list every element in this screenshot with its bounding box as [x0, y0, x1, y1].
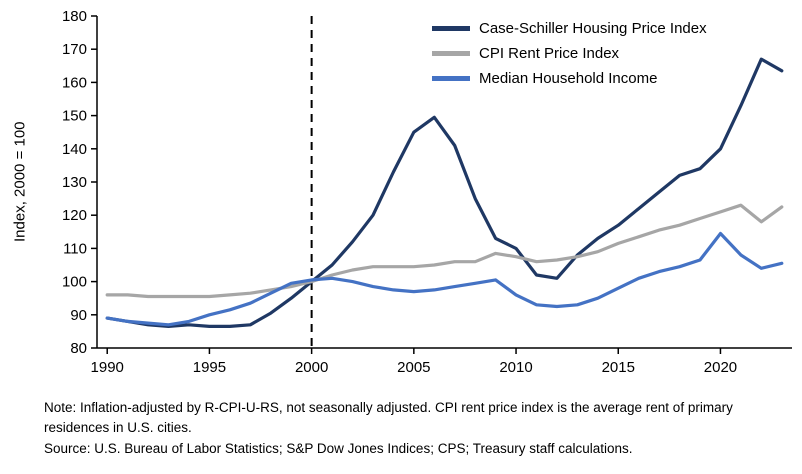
- tick-labels: 80 90 100 110 120 130 140 150 160 170 180 1990 1995 2…: [62, 8, 737, 376]
- legend-swatch-case-schiller: [432, 26, 470, 31]
- legend-label-cpi-rent: CPI Rent Price Index: [479, 45, 620, 62]
- legend-swatch-cpi-rent: [432, 51, 470, 56]
- x-tick-label: 2000: [295, 359, 328, 376]
- y-tick-label: 180: [62, 8, 87, 25]
- y-tick-label: 100: [62, 274, 87, 291]
- line-chart: 80 90 100 110 120 130 140 150 160 170 180 1990 1995 2…: [62, 8, 792, 376]
- y-tick-label: 160: [62, 74, 87, 91]
- legend-item-median-income: Median Household Income: [432, 70, 707, 87]
- axes: [91, 15, 792, 354]
- series-line: [105, 231, 784, 327]
- x-tick-label: 2015: [602, 359, 635, 376]
- x-tick-label: 2005: [397, 359, 430, 376]
- chart-area: Index, 2000 = 100 80 90 100 110 120 130 140 150…: [11, 8, 792, 376]
- y-axis-title: Index, 2000 = 100: [11, 121, 29, 243]
- y-tick-label: 90: [70, 307, 87, 324]
- legend-label-case-schiller: Case-Schiller Housing Price Index: [479, 20, 707, 37]
- series-line: [105, 57, 784, 328]
- x-tick-label: 1990: [91, 359, 124, 376]
- y-tick-label: 110: [63, 240, 87, 257]
- x-tick-label: 2010: [499, 359, 532, 376]
- note-text: Note: Inflation-adjusted by R-CPI-U-RS, …: [44, 400, 733, 436]
- y-tick-label: 130: [62, 174, 87, 191]
- legend-label-median-income: Median Household Income: [479, 70, 658, 87]
- source-text: Source: U.S. Bureau of Labor Statistics;…: [44, 440, 633, 456]
- y-tick-label: 80: [70, 340, 87, 357]
- chart-legend: Case-Schiller Housing Price Index CPI Re…: [432, 20, 707, 87]
- chart-footnotes: Note: Inflation-adjusted by R-CPI-U-RS, …: [0, 392, 802, 459]
- x-tick-label: 2020: [704, 359, 737, 376]
- y-tick-label: 140: [62, 141, 87, 158]
- legend-item-cpi-rent: CPI Rent Price Index: [432, 45, 707, 62]
- y-tick-label: 120: [62, 207, 87, 224]
- x-tick-label: 1995: [193, 359, 226, 376]
- legend-item-case-schiller: Case-Schiller Housing Price Index: [432, 20, 707, 37]
- y-tick-label: 170: [62, 41, 87, 58]
- y-tick-label: 150: [62, 108, 87, 125]
- legend-swatch-median-income: [432, 76, 470, 81]
- series-line: [105, 203, 784, 299]
